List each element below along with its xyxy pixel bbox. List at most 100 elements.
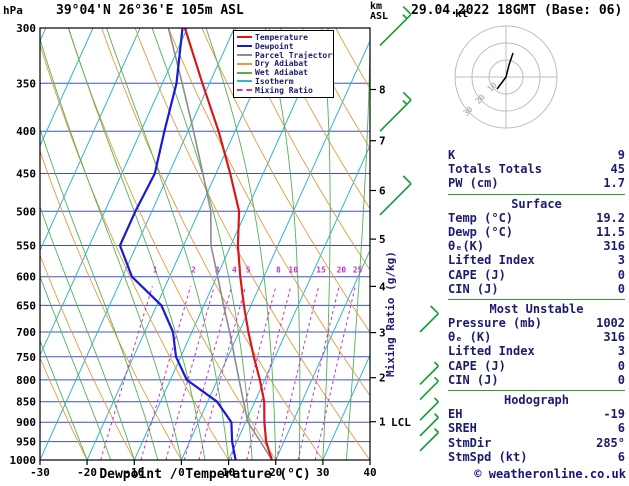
svg-text:5: 5 [379,233,386,246]
copyright: © weatheronline.co.uk [474,467,626,481]
stat-row: Lifted Index 3 [448,253,625,267]
section-title: Hodograph [503,393,570,407]
stat-label: CAPE (J) [448,358,506,373]
svg-text:2: 2 [379,372,386,385]
mixing-ratio-lines [100,286,356,460]
svg-text:500: 500 [16,205,36,218]
legend-label: Dry Adiabat [255,59,308,69]
legend-item-temperature: Temperature [237,33,333,42]
legend-item-dewpoint: Dewpoint [237,42,333,51]
section-divider [448,390,625,391]
stat-label: Pressure (mb) [448,316,542,331]
svg-text:15: 15 [316,266,326,275]
svg-text:900: 900 [16,416,36,429]
legend-swatch [237,36,252,39]
svg-text:450: 450 [16,168,36,181]
temperature-axis-label: Dewpoint / Temperature (°C) [99,467,311,482]
svg-text:6: 6 [379,185,386,198]
dry-adiabats [40,28,370,460]
svg-text:-10: -10 [124,466,144,479]
svg-text:8: 8 [276,266,281,275]
svg-text:550: 550 [16,240,36,253]
svg-text:850: 850 [16,396,36,409]
svg-text:950: 950 [16,436,36,449]
svg-text:4: 4 [232,266,237,275]
svg-text:20: 20 [337,266,347,275]
altitude-ticks: 1 2 3 4 5 6 7 8 LCL [370,84,411,429]
mixing-ratio-axis-label: Mixing Ratio (g/kg) [384,251,397,377]
svg-text:20: 20 [269,466,282,479]
stat-row: Totals Totals 45 [448,162,625,176]
legend-swatch [237,80,252,83]
stat-row: θₑ(K) 316 [448,239,625,253]
svg-text:800: 800 [16,374,36,387]
section-divider [448,193,625,195]
section-title: Surface [511,196,562,211]
legend-swatch [237,89,252,92]
stat-label: CIN (J) [448,281,499,296]
run-date: 29.04.2022 18GMT (Base: 06) [411,3,623,18]
legend-item-wet-adiabat: Wet Adiabat [237,68,333,77]
legend-swatch [237,53,252,56]
svg-text:-30: -30 [30,466,50,479]
legend-swatch [237,45,252,48]
stat-value: 0 [617,267,625,282]
legend-label: Parcel Trajectory [255,50,333,60]
stat-row: Pressure (mb) 1002 [448,316,625,330]
svg-text:700: 700 [16,326,36,339]
legend-label: Mixing Ratio [255,85,313,95]
indices-panel: K 9 Totals Totals 45 PW (cm) 1.7 Surface Temp (… [448,148,625,464]
svg-text:30: 30 [316,466,329,479]
svg-text:0: 0 [178,466,185,479]
stat-value: -19 [603,407,625,422]
legend-label: Temperature [255,33,308,42]
dewpoint-curve [118,28,237,460]
stat-value: 6 [617,449,625,464]
stat-label: Lifted Index [448,344,535,359]
stat-label: K [448,148,456,162]
stat-row: StmDir 285° [448,436,625,450]
stat-row: StmSpd (kt) 6 [448,450,625,464]
svg-text:1000: 1000 [10,454,37,467]
stat-row: PW (cm) 1.7 [448,176,625,190]
svg-text:25: 25 [353,266,363,275]
legend-swatch [237,62,252,65]
stat-value: 3 [617,253,625,268]
legend-item-mixing-ratio: Mixing Ratio [237,86,333,95]
stat-value: 19.2 [596,210,625,225]
stat-value: 285° [596,435,625,450]
isotherms [40,28,370,460]
stat-row: CAPE (J) 0 [448,359,625,373]
temperature-axis: -30 -20 -10 0 10 20 30 40 [30,460,377,479]
svg-text:350: 350 [16,77,36,90]
hodograph-unit-label: kt [455,7,469,20]
stat-row: Dewp (°C) 11.5 [448,225,625,239]
stat-value: 316 [603,330,625,345]
svg-text:7: 7 [379,135,386,148]
svg-text:300: 300 [16,22,36,35]
stat-row: EH -19 [448,407,625,421]
stat-label: StmDir [448,435,492,450]
legend-swatch [237,71,252,74]
stat-value: 0 [617,281,625,296]
svg-text:3: 3 [379,327,386,340]
lcl-marker-label: LCL [391,416,411,429]
legend-label: Isotherm [255,76,294,86]
svg-text:8: 8 [379,84,386,97]
stat-value: 0 [617,372,625,387]
stat-label: SREH [448,421,477,436]
plot-frame [39,27,371,461]
svg-text:600: 600 [16,271,36,284]
legend-label: Dewpoint [255,41,294,51]
hodograph-trace [496,52,514,90]
stat-label: Lifted Index [448,253,535,268]
svg-text:-20: -20 [77,466,97,479]
svg-text:750: 750 [16,351,36,364]
stat-label: θₑ (K) [448,330,492,345]
stat-label: EH [448,407,463,422]
stat-row: SREH 6 [448,421,625,435]
stat-label: CAPE (J) [448,267,506,282]
